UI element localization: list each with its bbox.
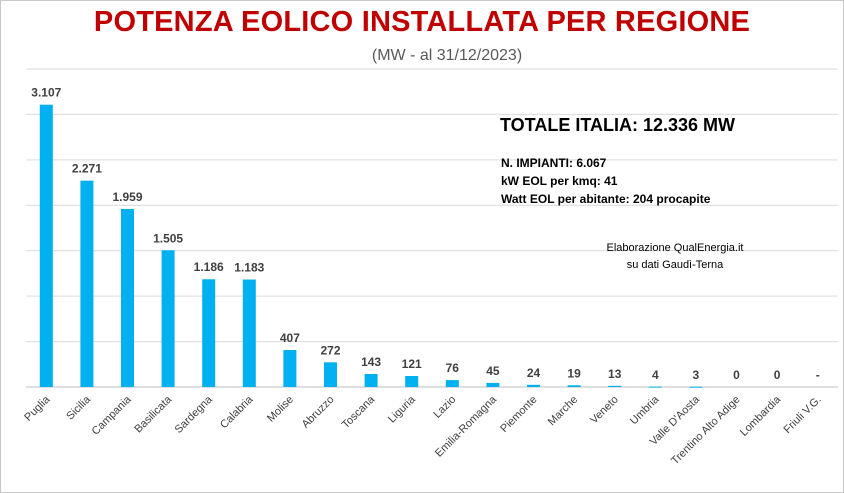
x-tick-label: Trentino Alto Adige [669,394,742,467]
bar-marche [567,385,581,387]
data-label: 1.505 [153,231,183,245]
data-label: 45 [486,364,500,378]
data-label: 76 [446,361,460,375]
x-tick-label: Piemonte [498,394,539,435]
data-label: 2.271 [72,162,102,176]
total-italia: TOTALE ITALIA: 12.336 MW [500,115,736,135]
x-tick-label: Molise [265,394,296,425]
data-label: 3 [693,368,700,382]
credit-line-1: Elaborazione QualEnergia.it [606,242,744,254]
bar-toscana [364,374,378,387]
x-tick-label: Puglia [22,393,53,424]
x-tick-label: Toscana [340,393,378,431]
x-tick-label: Umbria [628,393,662,427]
x-tick-label: Liguria [386,393,418,425]
bar-piemonte [527,384,540,387]
chart-title: POTENZA EOLICO INSTALLATA PER REGIONE [93,6,751,38]
stat-watt-per-abitante: Watt EOL per abitante: 204 procapite [501,192,711,206]
x-tick-label: Friuli V.G. [781,394,823,436]
data-label: - [816,368,820,382]
x-tick-label: Lazio [431,394,458,421]
data-label: 0 [733,368,740,382]
bar-valle-d-aosta [689,386,703,388]
x-tick-label: Veneto [588,394,621,427]
bar-abruzzo [324,362,337,387]
data-label: 4 [652,368,659,382]
x-tick-label: Campania [90,393,135,438]
data-label: 19 [567,366,581,380]
x-tick-label: Lombardia [738,393,784,439]
x-tick-label: Abruzzo [300,394,337,431]
credit-line-2: su dati Gaudì-Terna [626,259,724,271]
data-label: 0 [774,368,781,382]
bar-liguria [405,376,419,387]
x-tick-label: Sardegna [173,393,216,436]
stat-kw-per-kmq: kW EOL per kmq: 41 [501,174,618,188]
source-credit: Elaborazione QualEnergia.it su dati Gaud… [590,240,760,274]
bar-lazio [445,380,459,387]
chart-subtitle: (MW - al 31/12/2023) [371,47,523,64]
bar-veneto [608,385,622,387]
data-label: 13 [608,367,622,381]
x-tick-label: Basilicata [132,393,174,435]
x-tick-label: Calabria [218,393,256,431]
data-label: 3.107 [31,86,61,100]
data-label: 407 [280,331,300,345]
bar-puglia [39,104,53,388]
data-label: 1.183 [234,261,264,275]
bar-basilicata [161,250,175,387]
data-label: 143 [361,355,381,369]
data-label: 1.186 [194,260,224,274]
stat-impianti: N. IMPIANTI: 6.067 [501,156,607,170]
data-label: 24 [527,366,541,380]
bar-sicilia [80,180,94,387]
bar-campania [121,209,134,387]
bar-umbria [648,386,662,388]
bar-molise [283,350,297,387]
bar-calabria [242,279,256,387]
bar-emilia-romagna [486,382,500,387]
x-tick-label: Marche [546,394,580,428]
data-label: 121 [402,357,422,371]
data-label: 272 [320,343,340,357]
x-tick-label: Sicilia [64,393,93,422]
data-label: 1.959 [112,190,142,204]
bar-sardegna [202,279,216,387]
